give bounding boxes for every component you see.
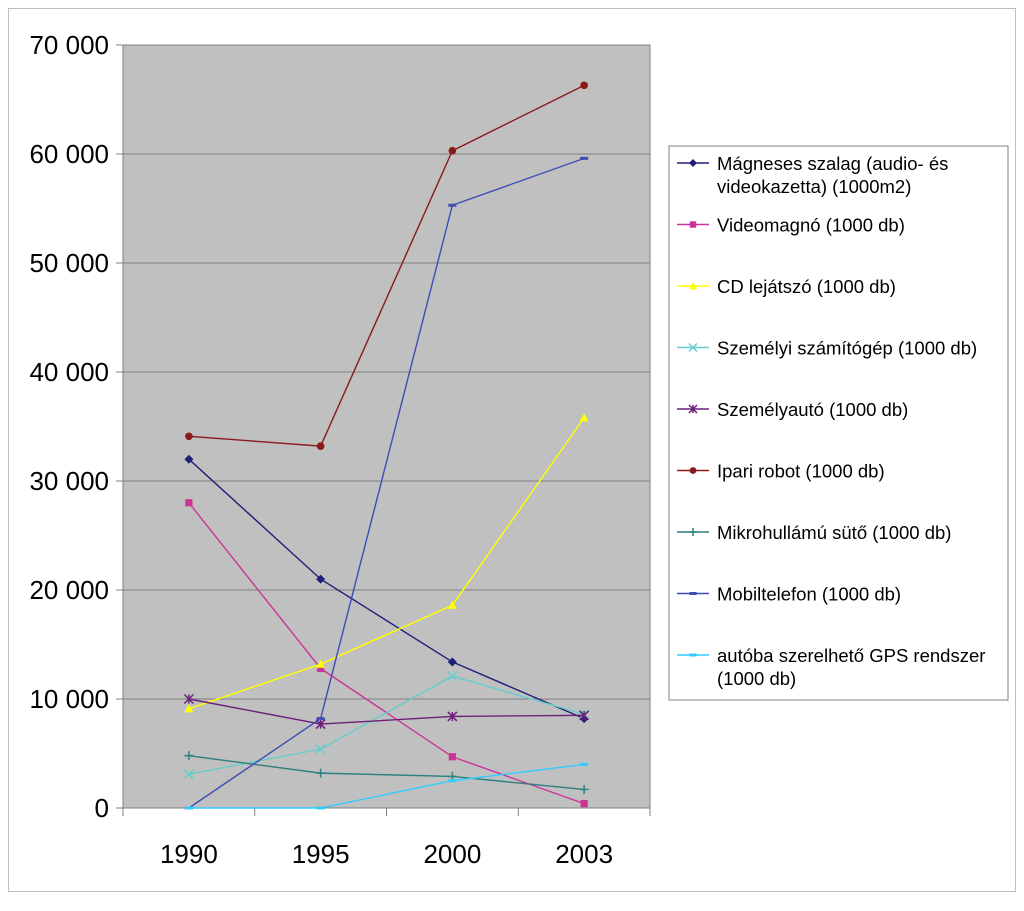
legend-marker [689,592,697,595]
legend-marker [689,159,697,167]
y-tick-label: 10 000 [29,684,109,714]
y-tick-label: 70 000 [29,30,109,60]
legend-marker [689,653,697,657]
data-point [579,413,589,422]
data-point [448,753,456,761]
legend-label: videokazetta) (1000m2) [717,176,911,197]
series-line [188,763,585,809]
data-point [317,664,325,673]
legend-item: Mágneses szalag (audio- ésvideokazetta) … [677,153,948,197]
data-point [580,800,588,808]
data-point [184,454,194,464]
x-tick-label: 2000 [423,839,481,869]
legend-label: Mikrohullámú sütő (1000 db) [717,522,951,543]
y-tick-label: 0 [95,793,109,823]
legend-item: CD lejátszó (1000 db) [677,276,896,297]
legend-label: autóba szerelhető GPS rendszer [717,645,985,666]
series-3 [183,671,590,780]
data-point [183,693,194,705]
data-point [580,762,589,766]
data-point [448,203,457,207]
legend-label: CD lejátszó (1000 db) [717,276,896,297]
legend-marker [689,528,697,536]
data-point [316,806,325,810]
legend-label: Mobiltelefon (1000 db) [717,584,901,605]
data-point [447,657,457,667]
y-tick-label: 40 000 [29,357,109,387]
x-tick-label: 1990 [160,839,218,869]
data-point [315,744,326,755]
data-point [448,146,457,155]
legend-label: Mágneses szalag (audio- és [717,153,948,174]
data-point [580,81,588,90]
data-point [185,499,193,507]
legend-label: Személyi számítógép (1000 db) [717,338,977,359]
data-point [184,751,194,761]
legend-item: autóba szerelhető GPS rendszer(1000 db) [677,645,985,689]
series-line [188,84,585,447]
data-point [316,717,325,721]
series-line [188,754,585,791]
legend-marker [689,467,697,474]
data-point [580,156,589,160]
series-6 [184,751,589,794]
legend-item: Személyautó (1000 db) [677,399,908,420]
data-point [316,442,325,450]
data-point [316,574,326,584]
data-point [316,768,326,778]
y-tick-label: 50 000 [29,248,109,278]
series-line [188,458,585,720]
legend-item: Mikrohullámú sütő (1000 db) [677,522,951,543]
axes: 0 10 000 20 000 30 000 40 000 50 000 60 000 70 … [29,30,651,869]
legend-label: Személyautó (1000 db) [717,399,908,420]
y-tick-label: 60 000 [29,139,109,169]
series-line [188,417,585,710]
legend-item: Személyi számítógép (1000 db) [677,338,977,359]
legend: Mágneses szalag (audio- ésvideokazetta) … [668,145,1009,701]
x-tick-label: 2003 [555,839,613,869]
data-point [184,704,194,713]
data-point [579,784,589,794]
data-point [447,600,457,609]
data-point [579,710,590,721]
legend-marker [689,282,697,290]
legend-box [668,145,1009,701]
series-line [188,157,585,809]
data-point [447,711,458,722]
series-line [188,698,585,725]
plot-area [122,44,651,809]
data-point [184,806,193,810]
data-point [448,779,457,783]
series-5 [185,81,588,450]
legend-marker [689,221,697,228]
data-point [185,432,193,441]
legend-label: (1000 db) [717,668,796,689]
y-tick-label: 20 000 [29,575,109,605]
legend-item: Videomagnó (1000 db) [677,215,905,236]
series-8 [184,762,589,810]
legend-label: Videomagnó (1000 db) [717,215,905,236]
series-line [188,675,585,775]
legend-marker [688,404,698,414]
legend-label: Ipari robot (1000 db) [717,461,885,482]
legend-item: Ipari robot (1000 db) [677,461,885,482]
data-point [316,659,326,668]
data-point [447,671,458,682]
y-tick-label: 30 000 [29,466,109,496]
series-4 [183,693,590,730]
series-0 [184,454,589,724]
legend-marker [688,342,698,353]
series-group [183,81,590,810]
data-point [183,769,194,780]
series-2 [184,413,589,713]
x-tick-label: 1995 [292,839,350,869]
gridlines [123,153,650,700]
legend-item: Mobiltelefon (1000 db) [677,584,901,605]
